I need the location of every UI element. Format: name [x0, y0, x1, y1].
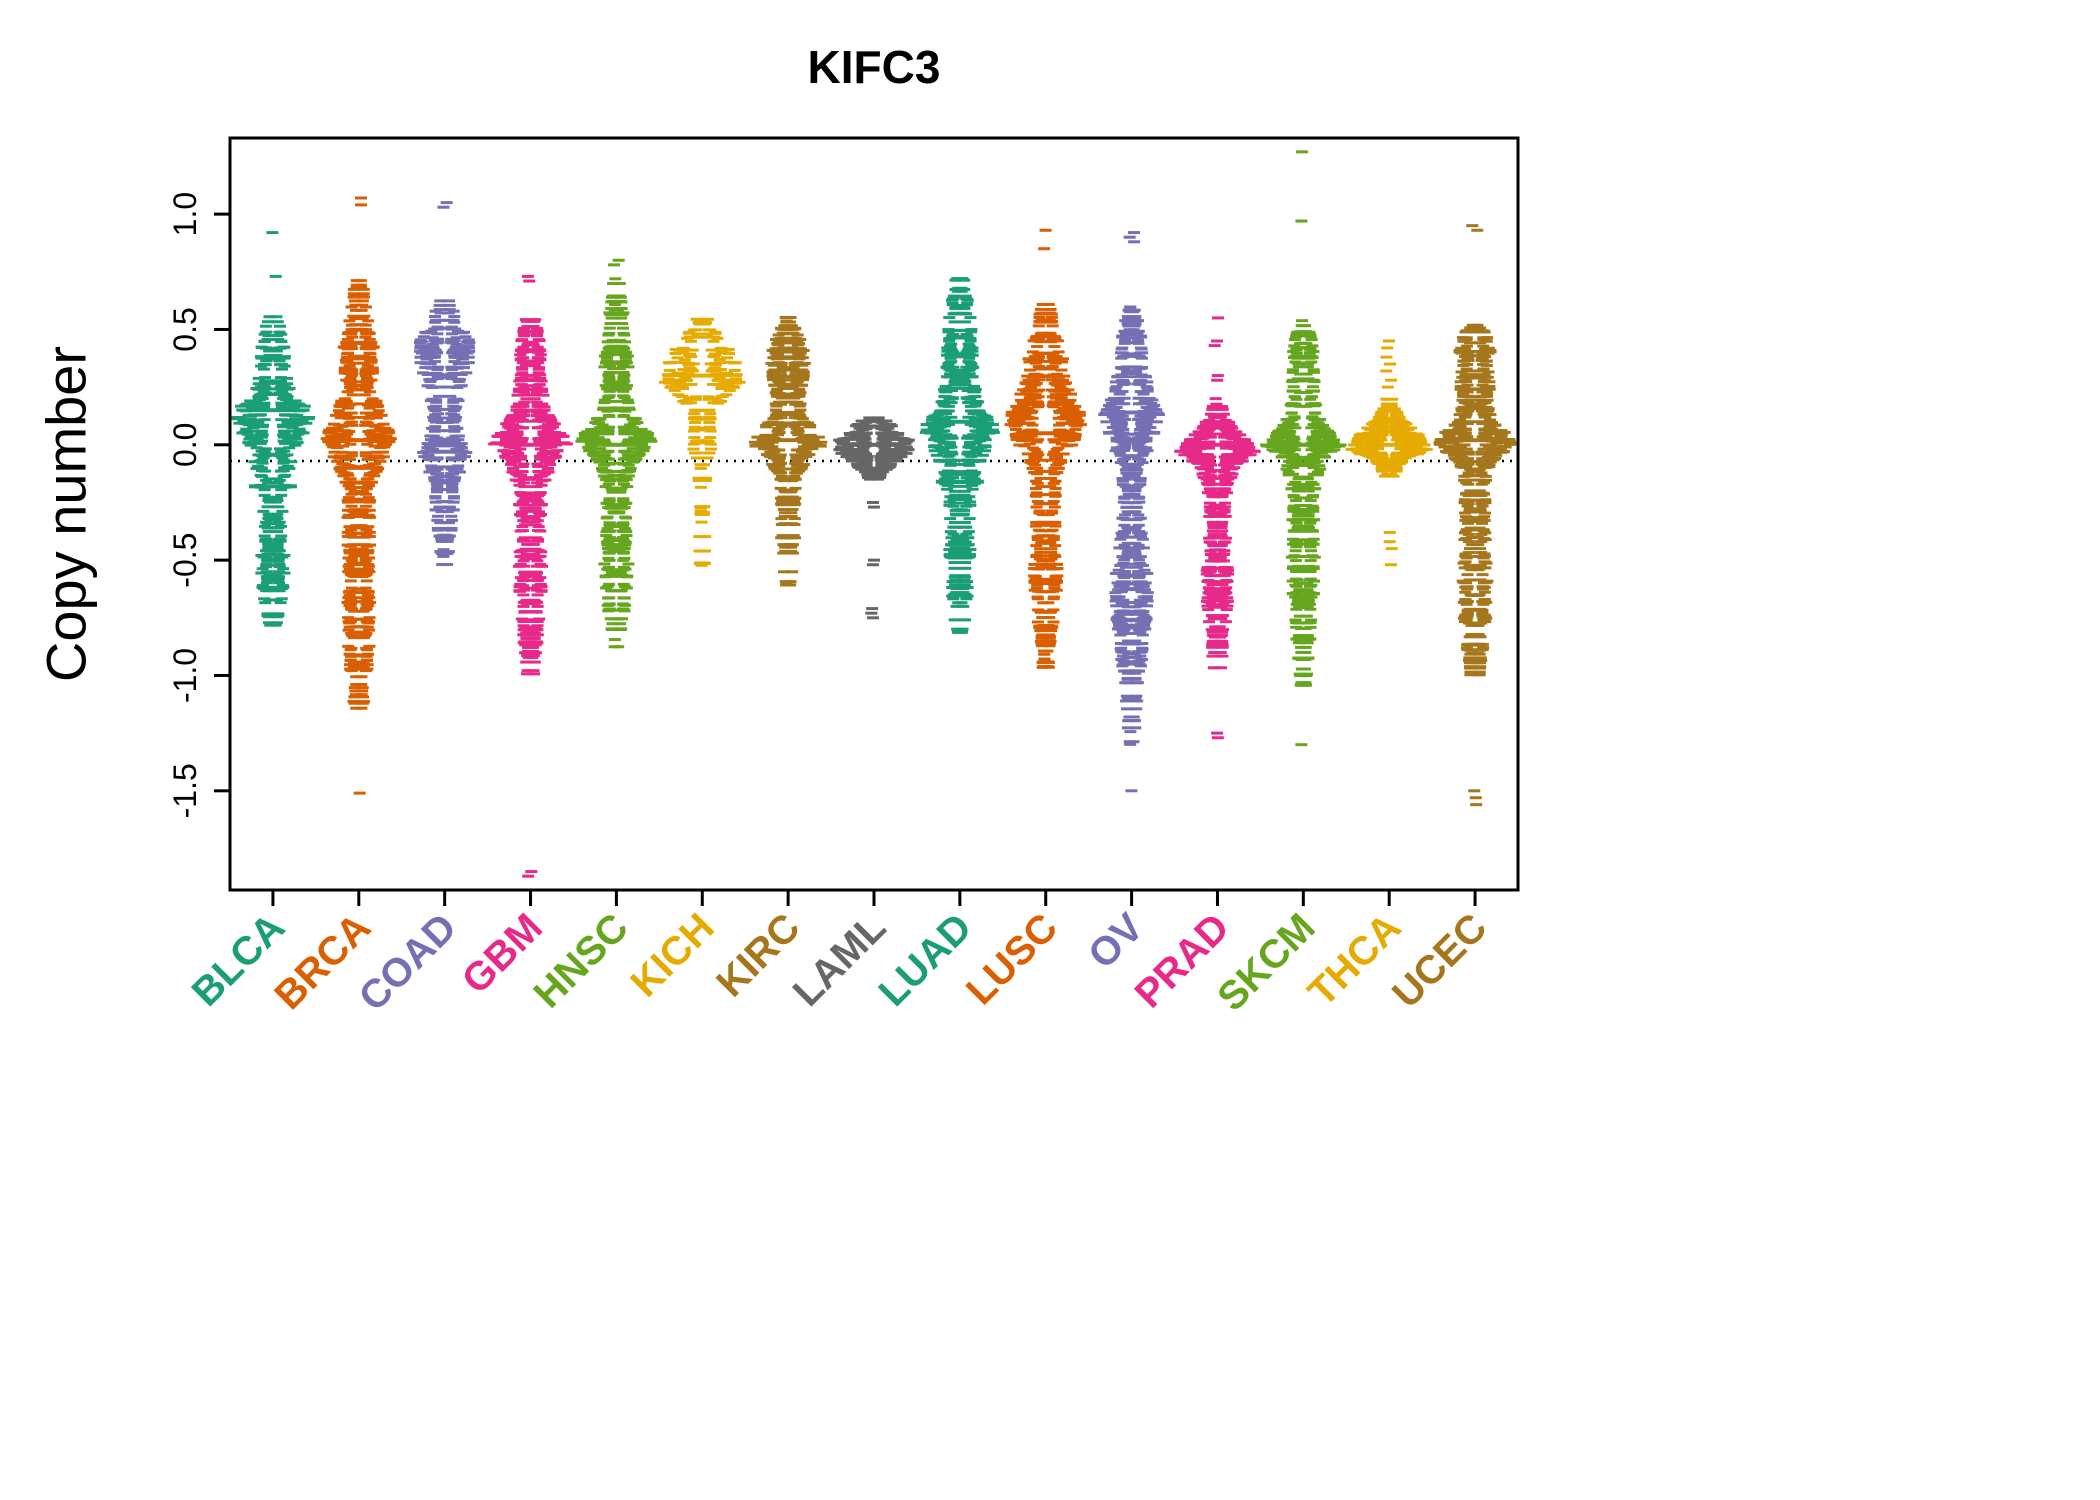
- median-bar: [1451, 438, 1500, 443]
- violin-PRAD: [1174, 316, 1261, 740]
- violin-KIRC: [748, 315, 828, 587]
- median-bar: [1107, 410, 1156, 415]
- violin-UCEC: [1433, 224, 1517, 807]
- y-tick-label: 0.0: [167, 423, 203, 467]
- median-bar: [935, 419, 984, 424]
- median-bar: [592, 442, 641, 447]
- median-bar: [1193, 442, 1242, 447]
- violin-LUSC: [1004, 228, 1087, 669]
- violin-GBM: [488, 274, 573, 878]
- x-category-label: LUAD: [871, 905, 981, 1015]
- median-bar: [334, 438, 383, 443]
- plot-border: [228, 136, 1520, 892]
- x-category-label: THCA: [1300, 905, 1410, 1015]
- median-bar: [506, 442, 555, 447]
- violin-THCA: [1345, 339, 1433, 567]
- x-category-label: SKCM: [1209, 905, 1323, 1019]
- violin-COAD: [413, 201, 476, 567]
- violin-SKCM: [1260, 150, 1347, 747]
- median-bar: [1365, 442, 1414, 447]
- median-bar: [1021, 431, 1070, 436]
- median-bar: [420, 449, 469, 454]
- x-category-label: COAD: [351, 905, 465, 1019]
- chart-title: KIFC3: [807, 41, 941, 93]
- median-bar: [935, 479, 984, 484]
- median-bar: [334, 465, 383, 470]
- y-tick-label: 0.5: [167, 307, 203, 351]
- violin-OV: [1098, 231, 1165, 793]
- violin-LUAD: [919, 277, 1000, 634]
- violin-KICH: [658, 317, 746, 567]
- median-bar: [850, 442, 898, 447]
- violin-BRCA: [320, 196, 397, 795]
- y-tick-label: -0.5: [167, 533, 203, 588]
- violin-HNSC: [575, 258, 658, 649]
- median-bar: [678, 373, 727, 378]
- y-tick-label: 1.0: [167, 192, 203, 236]
- x-category-label: KICH: [622, 905, 722, 1005]
- x-category-label: OV: [1080, 905, 1152, 977]
- x-category-label: UCEC: [1384, 905, 1495, 1016]
- median-bar: [764, 438, 813, 443]
- median-bar: [248, 408, 297, 413]
- x-category-label: HNSC: [526, 905, 637, 1016]
- violin-BLCA: [230, 231, 316, 627]
- violin-LAML: [833, 416, 915, 620]
- y-tick-label: -1.0: [167, 648, 203, 703]
- median-bar: [248, 484, 297, 489]
- x-category-label: LUSC: [958, 905, 1066, 1013]
- x-category-label: LAML: [785, 905, 895, 1015]
- median-bar: [1279, 442, 1328, 447]
- y-tick-label: -1.5: [167, 763, 203, 818]
